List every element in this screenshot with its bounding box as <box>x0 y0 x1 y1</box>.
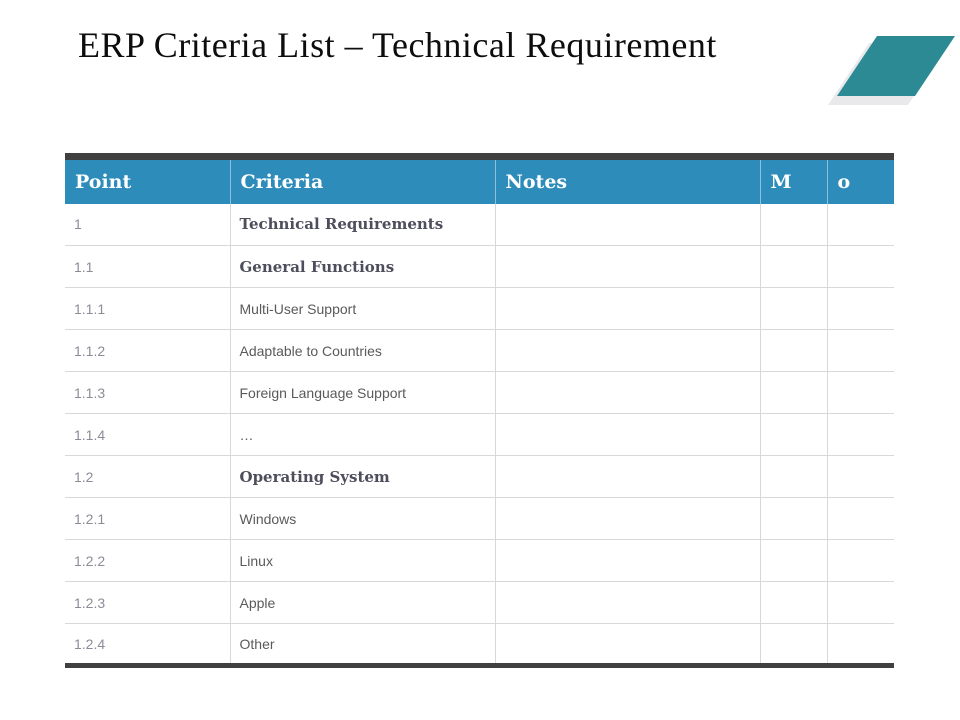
cell-criteria: Operating System <box>230 455 496 498</box>
cell-point: 1 <box>65 203 231 246</box>
cell-o <box>827 413 894 456</box>
cell-point: 1.1.2 <box>65 329 231 372</box>
cell-point: 1.1.3 <box>65 371 231 414</box>
cell-o <box>827 539 894 582</box>
cell-criteria: Linux <box>230 539 496 582</box>
cell-point: 1.2 <box>65 455 231 498</box>
column-header-m: M <box>760 156 828 204</box>
table-row: 1.2 Operating System <box>65 455 894 498</box>
column-header-criteria: Criteria <box>230 156 496 204</box>
cell-point: 1.2.3 <box>65 581 231 624</box>
parallelogram-teal-shape <box>837 36 955 96</box>
table-row: 1.2.4 Other <box>65 623 894 666</box>
table-row: 1.1.3 Foreign Language Support <box>65 371 894 414</box>
cell-criteria: Multi-User Support <box>230 287 496 330</box>
cell-criteria: Other <box>230 623 496 666</box>
column-header-notes: Notes <box>495 156 761 204</box>
cell-m <box>760 623 828 666</box>
table-row: 1.2.1 Windows <box>65 497 894 540</box>
cell-criteria: … <box>230 413 496 456</box>
cell-m <box>760 581 828 624</box>
table-row: 1.1 General Functions <box>65 245 894 288</box>
cell-m <box>760 371 828 414</box>
cell-criteria: Technical Requirements <box>230 203 496 246</box>
cell-o <box>827 581 894 624</box>
table-row: 1.2.3 Apple <box>65 581 894 624</box>
cell-o <box>827 497 894 540</box>
table-row: 1 Technical Requirements <box>65 203 894 246</box>
cell-o <box>827 287 894 330</box>
cell-criteria: Foreign Language Support <box>230 371 496 414</box>
cell-o <box>827 203 894 246</box>
cell-o <box>827 245 894 288</box>
cell-m <box>760 329 828 372</box>
cell-o <box>827 371 894 414</box>
cell-point: 1.2.1 <box>65 497 231 540</box>
cell-notes <box>495 455 761 498</box>
cell-m <box>760 455 828 498</box>
table-row: 1.1.1 Multi-User Support <box>65 287 894 330</box>
cell-notes <box>495 581 761 624</box>
cell-notes <box>495 371 761 414</box>
table-body: 1 Technical Requirements 1.1 General Functi… <box>65 203 894 666</box>
cell-criteria: Adaptable to Countries <box>230 329 496 372</box>
cell-notes <box>495 623 761 666</box>
table-row: 1.2.2 Linux <box>65 539 894 582</box>
cell-criteria: Apple <box>230 581 496 624</box>
cell-notes <box>495 497 761 540</box>
table-row: 1.1.2 Adaptable to Countries <box>65 329 894 372</box>
parallelogram-decoration <box>828 36 955 105</box>
cell-notes <box>495 245 761 288</box>
cell-o <box>827 623 894 666</box>
page-title: ERP Criteria List – Technical Requiremen… <box>78 25 717 65</box>
cell-point: 1.1.1 <box>65 287 231 330</box>
column-header-o: o <box>827 156 894 204</box>
cell-notes <box>495 287 761 330</box>
cell-point: 1.1.4 <box>65 413 231 456</box>
table-row: 1.1.4… <box>65 413 894 456</box>
column-header-point: Point <box>65 156 231 204</box>
cell-criteria: General Functions <box>230 245 496 288</box>
cell-point: 1.2.4 <box>65 623 231 666</box>
cell-m <box>760 245 828 288</box>
cell-notes <box>495 539 761 582</box>
cell-notes <box>495 413 761 456</box>
cell-m <box>760 497 828 540</box>
cell-point: 1.1 <box>65 245 231 288</box>
cell-o <box>827 329 894 372</box>
cell-o <box>827 455 894 498</box>
cell-m <box>760 413 828 456</box>
cell-m <box>760 539 828 582</box>
cell-criteria: Windows <box>230 497 496 540</box>
cell-point: 1.2.2 <box>65 539 231 582</box>
cell-notes <box>495 203 761 246</box>
cell-m <box>760 203 828 246</box>
cell-notes <box>495 329 761 372</box>
cell-m <box>760 287 828 330</box>
